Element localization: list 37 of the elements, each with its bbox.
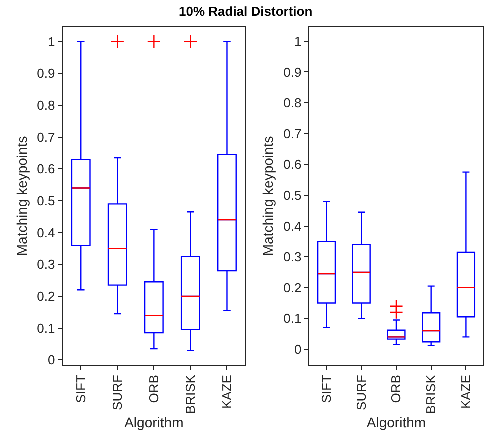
y-tick-label: 0.5	[37, 194, 56, 209]
y-tick-label: 0.7	[284, 126, 302, 142]
chart-title: 10% Radial Distortion	[179, 4, 313, 19]
x-tick-label: BRISK	[424, 374, 439, 414]
x-axis-title: Algorithm	[124, 414, 184, 430]
y-tick-label: 0	[48, 352, 56, 368]
y-tick-label: 1	[48, 34, 56, 50]
x-tick-label: BRISK	[182, 374, 198, 414]
y-tick-label: 0.3	[284, 250, 302, 265]
y-tick-label: 0.5	[284, 188, 302, 203]
y-tick-label: 0.4	[284, 218, 302, 234]
y-tick-label: 0.2	[37, 289, 56, 304]
y-tick-label: 0.9	[284, 64, 302, 80]
y-tick-label: 0.2	[284, 280, 302, 296]
x-tick-label: SURF	[110, 375, 125, 410]
y-tick-label: 0.9	[37, 66, 56, 82]
y-tick-label: 0.6	[284, 157, 302, 172]
x-tick-label: KAZE	[219, 374, 234, 410]
y-tick-label: 0.3	[37, 257, 56, 272]
x-axis-title: Algorithm	[366, 414, 426, 430]
y-tick-label: 0.7	[37, 130, 56, 145]
x-tick-label: SIFT	[73, 375, 88, 404]
y-tick-label: 1	[294, 34, 302, 49]
y-tick-label: 0.4	[37, 225, 56, 240]
y-tick-label: 0	[294, 342, 302, 358]
y-axis-title: Matching keypoints	[260, 136, 276, 256]
x-tick-label: SURF	[354, 375, 369, 410]
y-tick-label: 0.6	[37, 162, 56, 177]
y-tick-label: 0.8	[284, 96, 302, 111]
x-tick-label: ORB	[146, 375, 162, 404]
y-axis-title: Matching keypoints	[14, 136, 30, 256]
y-tick-label: 0.1	[37, 320, 56, 336]
x-tick-label: ORB	[388, 375, 404, 404]
x-tick-label: KAZE	[458, 374, 474, 410]
x-tick-label: SIFT	[318, 375, 334, 404]
y-tick-label: 0.8	[37, 98, 56, 114]
y-tick-label: 0.1	[284, 311, 302, 326]
